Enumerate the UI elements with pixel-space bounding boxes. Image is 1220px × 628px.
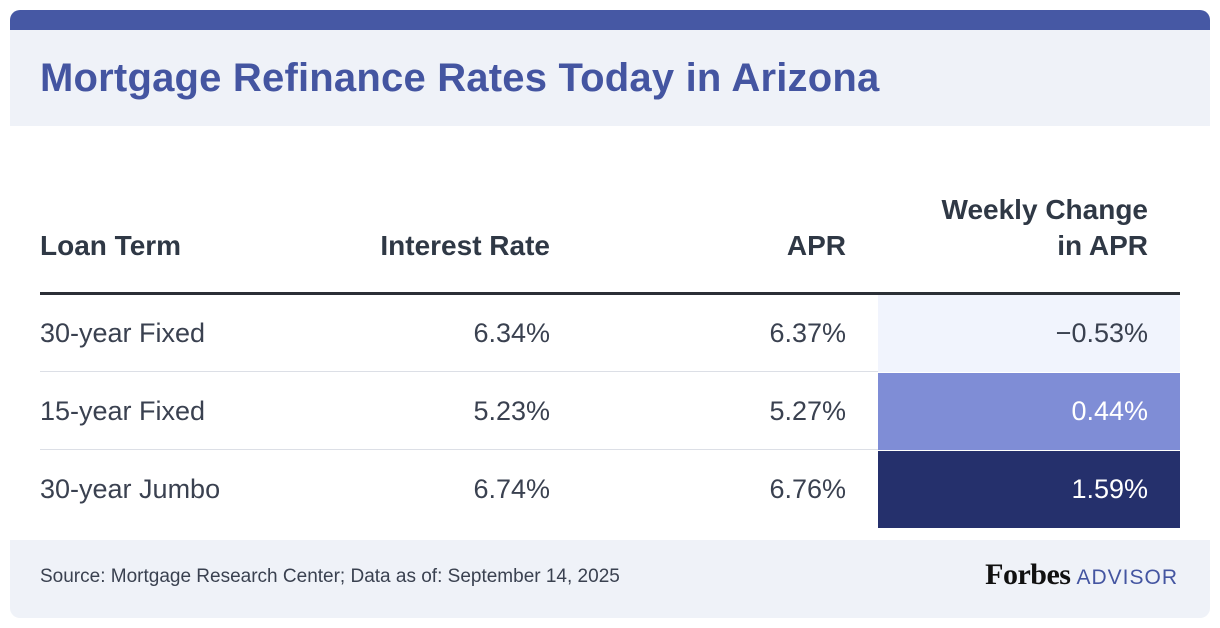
header-divider <box>40 292 1180 295</box>
table-row: 30-year Jumbo 6.74% 6.76% 1.59% <box>40 451 1180 528</box>
accent-stripe <box>10 10 1210 30</box>
cell-loan-term: 30-year Fixed <box>40 318 206 348</box>
cell-weekly-change-box: 0.44% <box>878 373 1180 450</box>
cell-interest-rate: 5.23% <box>473 396 550 426</box>
rates-table: Loan Term Interest Rate APR Weekly Chang… <box>40 126 1180 528</box>
table-row: 30-year Fixed 6.34% 6.37% −0.53% <box>40 295 1180 372</box>
header-apr: APR <box>786 230 846 261</box>
cell-loan-term: 30-year Jumbo <box>40 474 221 504</box>
table-row: 15-year Fixed 5.23% 5.27% 0.44% <box>40 373 1180 450</box>
title-band: Mortgage Refinance Rates Today in Arizon… <box>10 30 1210 126</box>
cell-apr: 5.27% <box>769 396 846 426</box>
cell-weekly-change-box: −0.53% <box>878 295 1180 372</box>
cell-weekly-change: −0.53% <box>1055 318 1148 348</box>
row-divider <box>40 449 878 450</box>
row-divider <box>40 371 878 372</box>
rates-card: Mortgage Refinance Rates Today in Arizon… <box>10 10 1210 618</box>
cell-apr: 6.37% <box>769 318 846 348</box>
cell-weekly-change: 1.59% <box>1071 474 1148 504</box>
logo-forbes-text: Forbes <box>985 558 1071 591</box>
cell-interest-rate: 6.34% <box>473 318 550 348</box>
forbes-advisor-logo: Forbes ADVISOR <box>985 558 1178 592</box>
cell-weekly-change-box: 1.59% <box>878 451 1180 528</box>
chart-title: Mortgage Refinance Rates Today in Arizon… <box>40 56 880 100</box>
cell-loan-term: 15-year Fixed <box>40 396 206 426</box>
source-note: Source: Mortgage Research Center; Data a… <box>40 566 620 587</box>
cell-apr: 6.76% <box>769 474 846 504</box>
header-weekly-change: Weekly Change in APR <box>942 192 1148 264</box>
logo-advisor-text: ADVISOR <box>1076 566 1178 589</box>
header-weekly-change-line2: in APR <box>1057 230 1148 261</box>
header-interest-rate: Interest Rate <box>380 230 550 261</box>
header-loan-term: Loan Term <box>40 230 182 261</box>
cell-weekly-change: 0.44% <box>1071 396 1148 426</box>
header-weekly-change-line1: Weekly Change <box>941 194 1148 225</box>
footer: Source: Mortgage Research Center; Data a… <box>10 540 1210 618</box>
cell-interest-rate: 6.74% <box>473 474 550 504</box>
